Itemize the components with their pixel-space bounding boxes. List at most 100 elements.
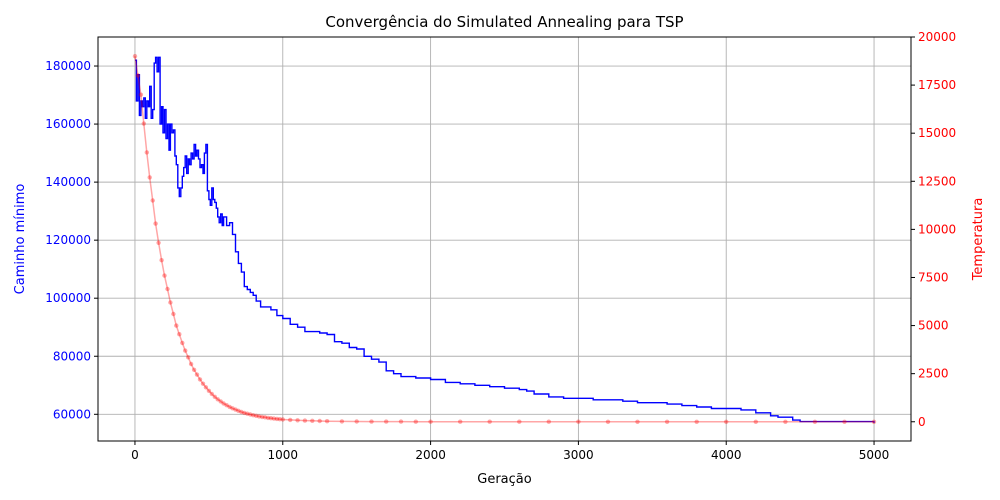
temperature-point [242,410,247,416]
temperature-point [259,414,265,420]
temperature-point [302,418,308,423]
temperature-point [517,419,522,424]
temperature-point [197,377,203,382]
temperature-point [159,258,164,263]
y-right-tick-label: 0 [918,415,926,429]
temperature-point [203,385,209,390]
temperature-point [171,311,176,317]
temperature-point [339,419,345,424]
temperature-point [132,54,138,59]
min-path-line [135,56,875,423]
x-tick-label: 0 [131,448,139,462]
temperature-point [428,419,433,424]
chart-title: Convergência do Simulated Annealing para… [325,13,683,31]
y-left-tick-label: 60000 [53,407,91,421]
temperature-point [227,404,232,410]
temperature-point [153,221,158,226]
temperature-point [191,367,197,372]
x-tick-label: 1000 [267,448,298,462]
temperature-point [546,419,551,424]
temperature-point [354,419,359,424]
temperature-point [186,355,191,360]
temperature-point [576,419,581,424]
temperature-point [384,419,389,424]
y-axis-right-label: Temperatura [971,198,986,282]
y-right-tick-label: 12500 [918,174,956,188]
temperature-point [215,397,220,402]
temperature-point [288,417,293,423]
temperature-point [268,416,274,421]
temperature-point [194,372,200,377]
temperature-point [694,419,699,424]
temperature-point [230,406,235,411]
temperature-point [842,419,847,424]
plot-frame [97,36,912,442]
temperature-point [251,413,256,418]
temperature-point [221,401,226,406]
x-tick-label: 5000 [859,448,890,462]
temperature-point [254,413,259,418]
temperature-point [168,300,173,305]
temperature-point [180,340,185,346]
temperature-point [277,417,282,422]
temperature-point [200,381,206,386]
y-left-tick-label: 80000 [53,349,91,363]
temperature-point [218,399,223,404]
temperature-point [177,332,182,337]
temperature-point [206,388,212,393]
temperature-point [138,92,144,97]
y-left-tick-label: 120000 [45,233,91,247]
x-tick-label: 3000 [563,448,594,462]
y-right-tick-label: 20000 [918,30,956,44]
temperature-point [487,419,492,424]
x-axis-label: Geração [477,472,531,487]
temperature-point [458,419,463,424]
temperature-point [236,408,241,413]
series-layer [132,54,877,424]
temperature-point [150,198,155,203]
temperature-point [265,415,271,421]
temperature-point [274,416,280,422]
y-right-tick-label: 17500 [918,78,956,92]
temperature-point [147,175,152,180]
temperature-point [664,419,670,424]
temperature-point [156,240,161,245]
x-tick-label: 2000 [415,448,446,462]
temperature-point [635,419,640,424]
temperature-point [262,415,268,420]
temperature-point [141,121,146,126]
temperature-point [295,418,300,423]
temperature-point [135,73,141,78]
temperature-point [753,419,758,424]
temperature-point [162,273,167,278]
temperature-point [605,419,611,424]
temperature-point [188,361,194,367]
temperature-point [245,411,250,416]
grid-layer [98,37,911,441]
temperature-point [398,419,404,424]
temperature-point [183,348,188,353]
y-axis-left-label: Caminho mínimo [13,184,28,295]
temperature-point [783,419,788,424]
temperature-point [812,419,818,424]
temperature-point [224,403,229,408]
temperature-point [310,418,315,423]
temperature-point [212,394,217,399]
temperature-points [132,54,877,424]
temperature-point [233,407,238,412]
temperature-point [271,416,277,421]
temperature-point [871,419,877,424]
temperature-point [165,286,170,292]
temperature-point [144,150,149,155]
temperature-point [209,391,214,397]
ticks-layer: 0 1000 2000 3000 4000 50006000080000100000120… [45,30,956,462]
temperature-point [239,409,244,415]
temperature-point [369,419,374,424]
temperature-point [248,412,253,417]
temperature-point [317,418,322,424]
y-right-tick-label: 2500 [918,367,949,381]
temperature-point [280,417,285,422]
y-right-tick-label: 10000 [918,222,956,236]
y-left-tick-label: 100000 [45,291,91,305]
